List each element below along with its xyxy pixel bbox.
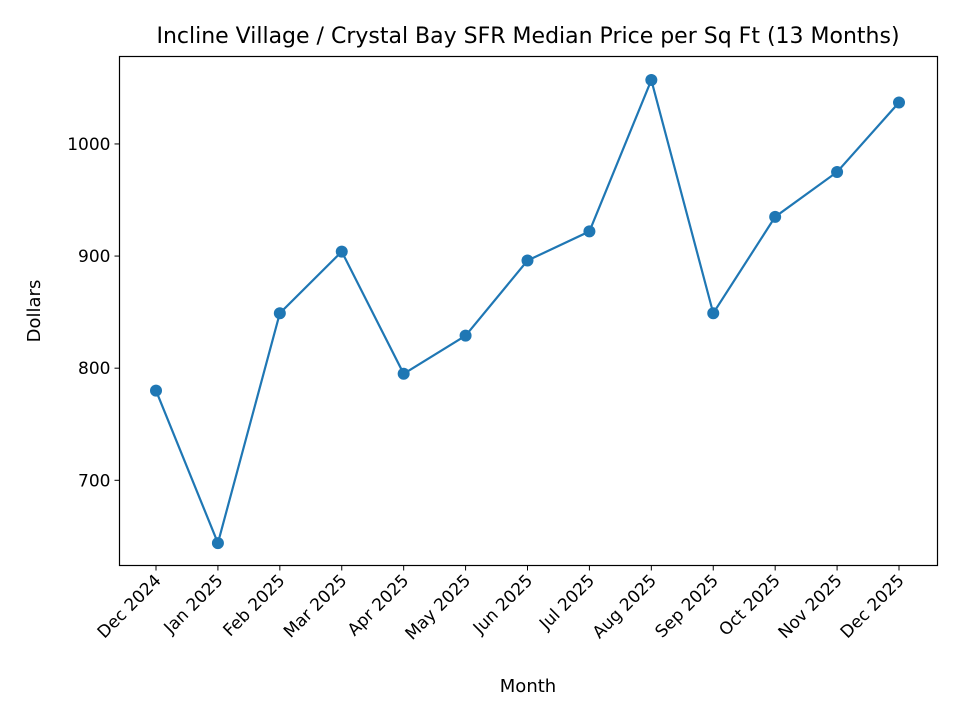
data-point [583, 225, 596, 238]
data-point [893, 96, 905, 109]
x-axis-label: Month [500, 676, 556, 697]
x-tick-label: Nov 2025 [775, 571, 847, 643]
x-tick-label: Dec 2024 [94, 571, 166, 643]
y-tick-label: 900 [78, 247, 110, 267]
data-point [645, 74, 658, 87]
x-tick-label: Feb 2025 [220, 571, 290, 641]
x-tick-label: May 2025 [402, 571, 475, 644]
x-tick-label: Dec 2025 [837, 571, 909, 643]
y-tick-label: 700 [78, 471, 110, 491]
data-point [831, 165, 844, 178]
data-point [769, 210, 782, 223]
y-tick-label: 1000 [67, 135, 110, 155]
data-point [459, 329, 472, 342]
x-tick-label: Sep 2025 [652, 571, 723, 642]
x-tick-label: Aug 2025 [589, 571, 661, 643]
data-point [211, 537, 224, 550]
data-point [521, 254, 534, 267]
chart-title: Incline Village / Crystal Bay SFR Median… [156, 24, 899, 49]
data-point [397, 367, 410, 380]
y-axis-label: Dollars [24, 280, 45, 343]
data-point [335, 245, 348, 258]
series-line [154, 76, 900, 547]
x-tick-label: Jan 2025 [160, 571, 228, 639]
x-tick-label: Jul 2025 [535, 571, 599, 635]
data-point [273, 307, 286, 320]
data-point [707, 307, 720, 320]
plot-area [118, 55, 939, 567]
x-tick-label: Jun 2025 [469, 571, 537, 639]
data-point [150, 384, 162, 397]
x-tick-label: Mar 2025 [280, 571, 351, 642]
y-tick-label: 800 [78, 359, 110, 379]
